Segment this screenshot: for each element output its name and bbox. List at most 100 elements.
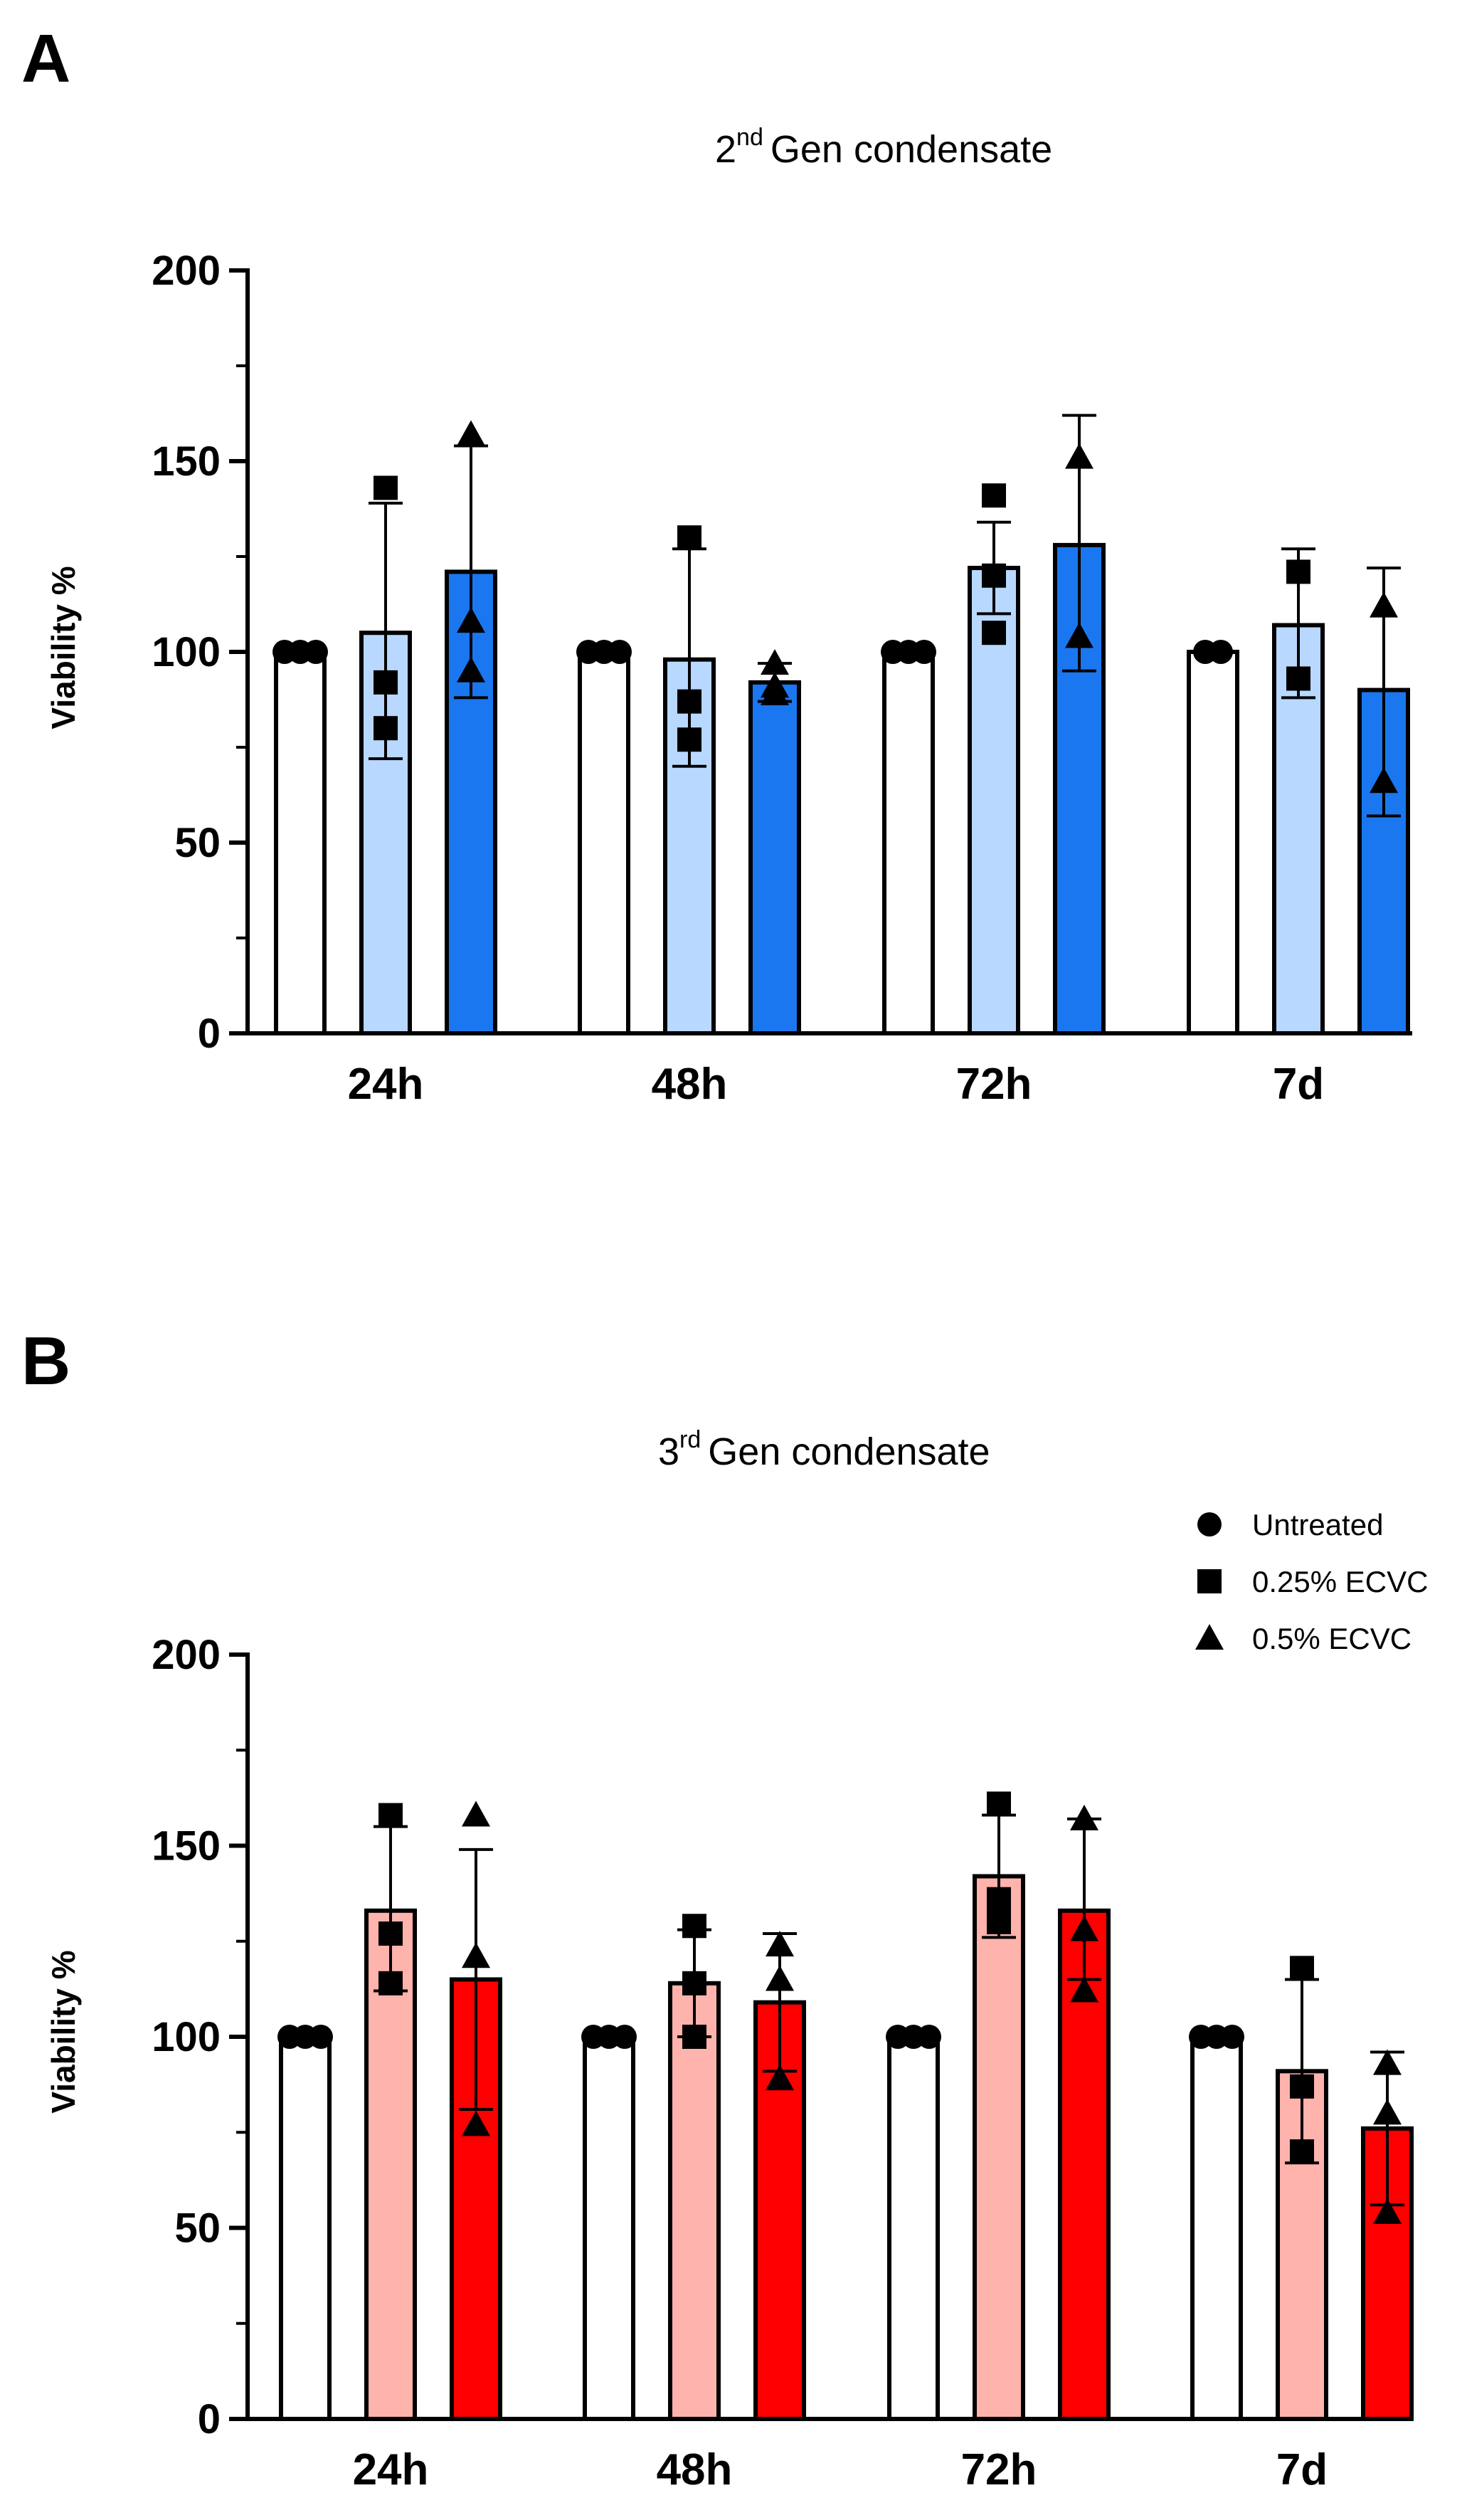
chart-title: 3rd Gen condensate — [658, 1426, 990, 1473]
panel-letter: B — [21, 1323, 70, 1399]
data-point-square — [1290, 2139, 1314, 2164]
x-tick-label: 24h — [353, 2445, 429, 2494]
bar-group-24h: 24h — [277, 1801, 502, 2494]
data-point-square — [677, 525, 701, 550]
legend-triangle-marker — [1195, 1624, 1224, 1650]
bar — [1190, 2035, 1243, 2421]
bar — [279, 2035, 332, 2421]
bar — [1058, 1908, 1111, 2422]
bar — [882, 650, 935, 1035]
data-point-circle — [917, 2025, 941, 2049]
data-point-triangle — [457, 656, 485, 682]
data-point-square — [374, 475, 398, 500]
y-tick-label: 150 — [152, 438, 221, 485]
data-point-circle — [309, 2025, 333, 2049]
legend-item-05-ecvc: 0.5% ECVC — [1195, 1622, 1412, 1655]
y-tick-label: 0 — [198, 2396, 221, 2442]
bar — [748, 680, 801, 1035]
bar — [1187, 650, 1239, 1035]
y-tick-label: 150 — [152, 1823, 221, 1870]
title-main: 2 — [715, 128, 736, 171]
data-point-circle — [613, 2025, 637, 2049]
data-point-square — [987, 1791, 1011, 1816]
data-point-square — [378, 1971, 403, 1996]
data-point-triangle — [462, 1801, 490, 1827]
panel-letter: A — [21, 21, 70, 97]
legend-square-marker — [1197, 1569, 1222, 1593]
x-tick-label: 72h — [956, 1060, 1032, 1109]
legend-item-025-ecvc: 0.25% ECVC — [1197, 1565, 1428, 1598]
data-point-triangle — [1373, 2049, 1402, 2075]
data-point-circle — [1209, 640, 1233, 664]
x-tick-label: 72h — [961, 2445, 1037, 2494]
bar — [583, 2035, 635, 2421]
plot-area: 0 50 100 150 200 24h 48h 72h 7d — [152, 248, 1412, 1109]
legend-label: 0.5% ECVC — [1252, 1622, 1412, 1655]
bar — [578, 650, 630, 1035]
data-point-triangle — [761, 649, 789, 675]
title-rest: Gen condensate — [708, 1430, 990, 1473]
y-tick-label: 0 — [198, 1011, 221, 1057]
data-point-square — [1286, 559, 1310, 584]
legend-circle-marker — [1197, 1512, 1222, 1536]
y-tick-label: 50 — [174, 820, 221, 866]
bar-group-7d: 7d — [1189, 1956, 1414, 2494]
data-point-circle — [912, 640, 936, 664]
bar-group-72h: 72h — [886, 1791, 1111, 2494]
y-axis-label: Viability % — [45, 1950, 82, 2113]
bar-group-7d: 7d — [1187, 547, 1410, 1109]
legend-label: Untreated — [1252, 1508, 1383, 1541]
y-tick-label: 200 — [152, 248, 221, 294]
data-point-square — [987, 1909, 1011, 1934]
data-point-triangle — [1065, 622, 1093, 648]
y-tick-label: 200 — [152, 1632, 221, 1678]
data-point-square — [982, 563, 1006, 588]
legend: Untreated 0.25% ECVC 0.5% ECVC — [1195, 1508, 1428, 1655]
data-point-triangle — [1370, 591, 1398, 618]
data-point-triangle — [1370, 767, 1398, 794]
data-point-circle — [304, 640, 328, 664]
y-tick-label: 50 — [174, 2205, 221, 2252]
data-point-square — [682, 1971, 706, 1996]
data-point-triangle — [457, 607, 485, 633]
bar — [887, 2035, 940, 2421]
data-point-triangle — [766, 2065, 794, 2091]
title-rest: Gen condensate — [770, 128, 1052, 171]
legend-item-untreated: Untreated — [1197, 1508, 1383, 1541]
panel-b: B 3rd Gen condensate Viability % Untreate… — [21, 1323, 1428, 2494]
data-point-square — [982, 621, 1006, 645]
bar — [973, 1874, 1025, 2421]
bar — [968, 566, 1020, 1035]
title-superscript: nd — [736, 124, 763, 151]
data-point-triangle — [1373, 2099, 1402, 2125]
data-point-triangle — [1070, 1976, 1098, 2003]
data-point-square — [374, 670, 398, 695]
bar-group-72h: 72h — [881, 413, 1106, 1109]
data-point-triangle — [766, 1965, 794, 1991]
title-main: 3 — [658, 1430, 679, 1473]
data-point-square — [374, 716, 398, 741]
data-point-square — [677, 727, 701, 752]
x-tick-label: 48h — [657, 2445, 733, 2494]
data-point-circle — [608, 640, 632, 664]
x-tick-label: 7d — [1273, 1060, 1324, 1109]
x-tick-label: 24h — [348, 1060, 424, 1109]
data-point-square — [378, 1803, 403, 1828]
y-axis-label: Viability % — [45, 566, 82, 729]
bar-group-48h: 48h — [576, 525, 801, 1109]
data-point-triangle — [462, 2110, 490, 2136]
x-tick-label: 48h — [652, 1060, 728, 1109]
data-point-square — [677, 689, 701, 714]
data-point-triangle — [1373, 2198, 1402, 2225]
data-point-triangle — [761, 672, 789, 698]
bar-group-48h: 48h — [581, 1914, 806, 2494]
data-point-triangle — [1065, 443, 1093, 469]
legend-label: 0.25% ECVC — [1252, 1565, 1428, 1598]
data-point-triangle — [766, 1931, 794, 1957]
data-point-triangle — [1070, 1915, 1098, 1941]
data-point-square — [1286, 666, 1310, 691]
bar — [274, 650, 327, 1035]
data-point-triangle — [462, 1942, 490, 1968]
data-point-circle — [1220, 2025, 1244, 2049]
